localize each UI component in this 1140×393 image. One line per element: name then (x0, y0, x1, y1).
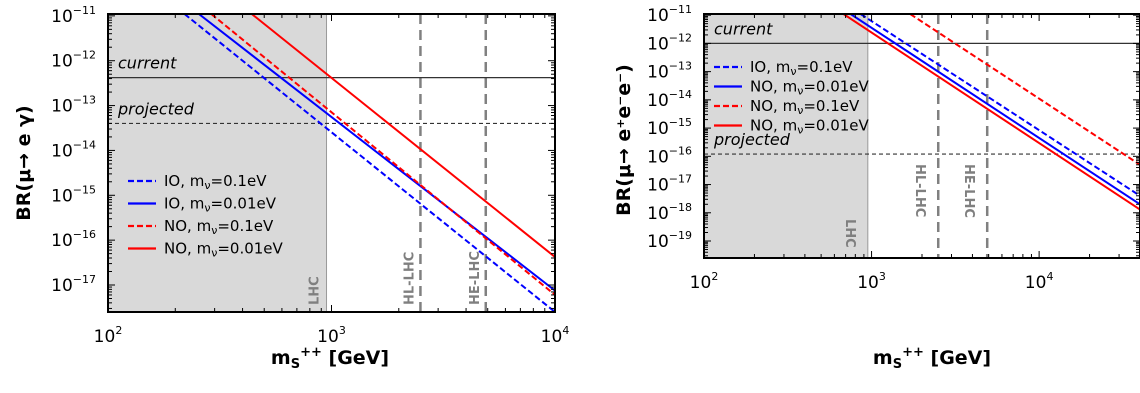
x-axis-label: mS++ [GeV] (271, 345, 389, 372)
legend-entry-3: NO, mν=0.1eV (750, 97, 860, 117)
series-line-3 (909, 14, 1140, 166)
legend-entry-1: IO, mν=0.1eV (750, 58, 853, 78)
legend-entry-1: IO, mν=0.1eV (164, 172, 267, 192)
y-tick-label: 10−16 (51, 228, 96, 251)
vline-label-hl-lhc: HL-LHC (402, 252, 417, 305)
y-tick-label: 10−19 (647, 229, 692, 252)
legend-entry-2: NO, mν=0.01eV (750, 78, 870, 98)
y-tick-label: 10−15 (647, 116, 692, 139)
x-tick-label: 104 (1025, 270, 1054, 293)
plot-area (704, 14, 1140, 258)
legend-entry-3: NO, mν=0.1eV (164, 217, 274, 237)
x-tick-label: 104 (541, 324, 570, 347)
y-tick-label: 10−13 (647, 60, 692, 83)
lhc-label: LHC (308, 276, 323, 305)
limit-label-projected: projected (117, 99, 195, 118)
x-tick-label: 103 (857, 270, 886, 293)
y-tick-label: 10−18 (647, 201, 692, 224)
y-tick-label: 10−13 (51, 94, 96, 117)
y-tick-label: 10−14 (51, 138, 96, 161)
x-tick-label: 102 (690, 270, 719, 293)
x-tick-label: 102 (94, 324, 123, 347)
y-axis-label: BR(μ→ e⁺e⁻e⁻) (613, 64, 635, 216)
vline-label-hl-lhc: HL-LHC (912, 164, 927, 217)
vline-label-he-lhc: HE-LHC (468, 251, 483, 305)
chart-1: current projected LHC HL-LHC HE-LHC IO, mν=0.… (13, 4, 569, 372)
series-line-1 (860, 14, 1140, 197)
series-line-1 (183, 14, 555, 312)
y-tick-label: 10−12 (647, 31, 692, 54)
chart-2: current projected LHC HL-LHC HE-LHC IO, mν=0.… (613, 3, 1140, 372)
y-tick-label: 10−16 (647, 144, 692, 167)
series-line-2 (198, 14, 555, 292)
legend-entry-4: NO, mν=0.01eV (164, 240, 284, 260)
y-axis-label: BR(μ→ e γ) (13, 105, 35, 220)
y-tick-label: 10−12 (51, 49, 96, 72)
plot-area (108, 14, 555, 312)
y-tick-label: 10−11 (51, 4, 96, 27)
legend-entry-2: IO, mν=0.01eV (164, 195, 277, 215)
y-tick-label: 10−14 (647, 88, 692, 111)
series-line-2 (850, 14, 1140, 206)
vline-label-he-lhc: HE-LHC (961, 164, 976, 218)
series-line-3 (210, 14, 555, 296)
limit-label-current: current (714, 19, 773, 38)
series-line-4 (251, 14, 555, 258)
limit-label-current: current (118, 54, 177, 73)
series-line-4 (842, 14, 1140, 211)
legend-entry-4: NO, mν=0.01eV (750, 117, 870, 137)
lhc-label: LHC (842, 219, 857, 248)
y-tick-label: 10−17 (647, 173, 692, 196)
lhc-excluded-region (704, 14, 869, 258)
lhc-excluded-region (108, 14, 328, 312)
y-tick-label: 10−11 (647, 3, 692, 26)
x-axis-label: mS++ [GeV] (873, 345, 991, 372)
x-tick-label: 103 (317, 324, 346, 347)
limit-label-projected: projected (713, 130, 791, 149)
y-tick-label: 10−15 (51, 183, 96, 206)
y-tick-label: 10−17 (51, 273, 96, 296)
